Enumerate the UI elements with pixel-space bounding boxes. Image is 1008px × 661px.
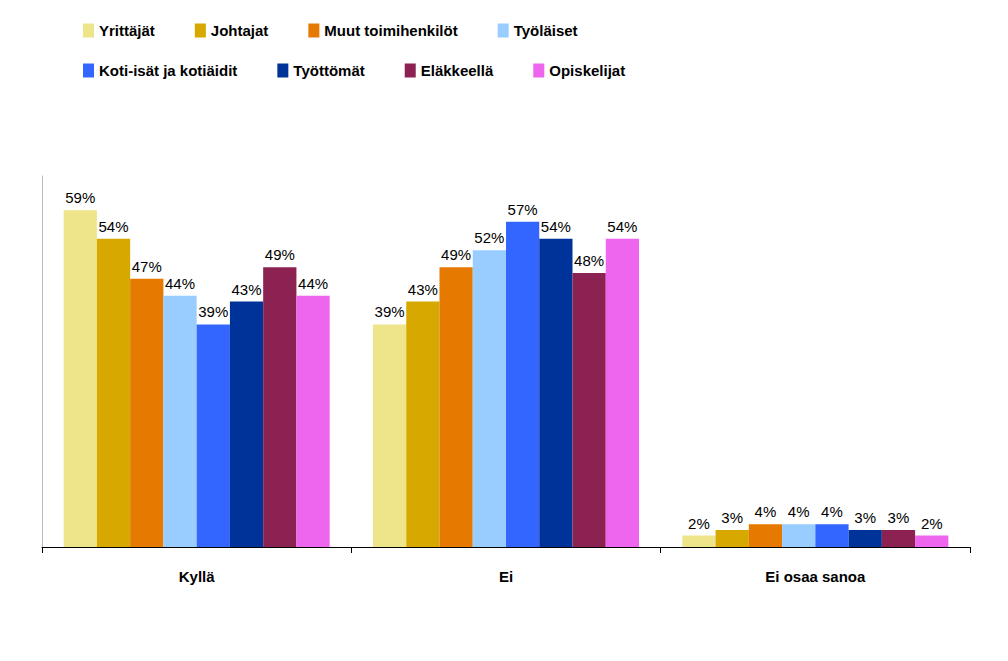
svg-text:54%: 54% (99, 218, 129, 235)
svg-text:47%: 47% (132, 258, 162, 275)
svg-text:49%: 49% (265, 246, 295, 263)
svg-text:Ei: Ei (499, 568, 513, 585)
svg-text:49%: 49% (441, 246, 471, 263)
svg-text:3%: 3% (854, 509, 876, 526)
svg-text:57%: 57% (508, 201, 538, 218)
svg-text:Ei osaa sanoa: Ei osaa sanoa (765, 568, 866, 585)
svg-text:54%: 54% (541, 218, 571, 235)
svg-text:2%: 2% (921, 515, 943, 532)
svg-text:48%: 48% (574, 252, 604, 269)
svg-text:Kyllä: Kyllä (179, 568, 216, 585)
svg-text:Työttömät: Työttömät (293, 62, 364, 79)
svg-text:Eläkkeellä: Eläkkeellä (421, 62, 494, 79)
svg-text:3%: 3% (888, 509, 910, 526)
svg-text:43%: 43% (408, 281, 438, 298)
svg-text:54%: 54% (607, 218, 637, 235)
svg-text:4%: 4% (788, 503, 810, 520)
svg-text:44%: 44% (298, 275, 328, 292)
svg-text:59%: 59% (65, 189, 95, 206)
svg-text:Koti-isät ja kotiäidit: Koti-isät ja kotiäidit (99, 62, 237, 79)
svg-text:Johtajat: Johtajat (211, 22, 269, 39)
svg-text:39%: 39% (198, 303, 228, 320)
svg-text:3%: 3% (721, 509, 743, 526)
svg-text:39%: 39% (375, 303, 405, 320)
svg-text:52%: 52% (474, 229, 504, 246)
svg-text:4%: 4% (821, 503, 843, 520)
svg-text:Yrittäjät: Yrittäjät (99, 22, 155, 39)
svg-text:Muut toimihenkilöt: Muut toimihenkilöt (324, 22, 457, 39)
svg-text:44%: 44% (165, 275, 195, 292)
svg-text:Työläiset: Työläiset (514, 22, 578, 39)
svg-text:Opiskelijat: Opiskelijat (549, 62, 625, 79)
svg-text:43%: 43% (232, 281, 262, 298)
svg-text:4%: 4% (755, 503, 777, 520)
svg-text:2%: 2% (688, 515, 710, 532)
